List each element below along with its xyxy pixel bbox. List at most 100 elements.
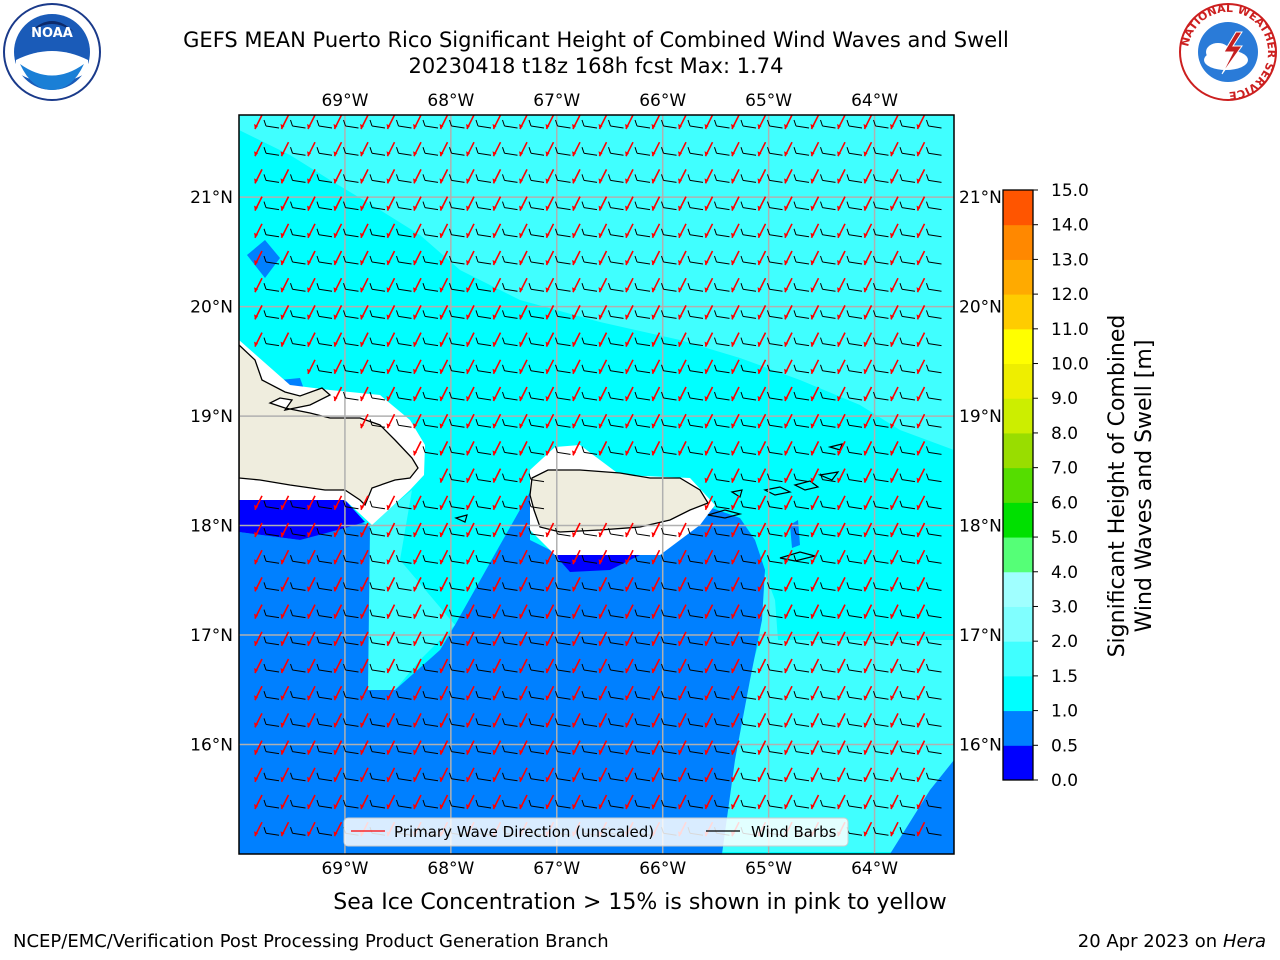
wind-barb bbox=[901, 615, 916, 619]
wind-barb-flag bbox=[396, 147, 399, 154]
wave-arrowhead bbox=[307, 831, 311, 837]
wind-barb bbox=[928, 533, 942, 537]
wind-barb-flag bbox=[873, 310, 876, 317]
wind-barb bbox=[689, 533, 704, 537]
wind-barb bbox=[848, 832, 863, 836]
wave-arrowhead bbox=[413, 232, 417, 238]
wave-arrowhead bbox=[810, 423, 815, 429]
wind-barb-flag bbox=[846, 391, 850, 399]
wind-barb bbox=[822, 152, 836, 156]
wind-barb bbox=[451, 751, 465, 755]
wave-arrowhead bbox=[307, 668, 311, 673]
wave-arrowhead bbox=[678, 232, 682, 238]
wind-barb-flag bbox=[714, 446, 717, 453]
wind-barb bbox=[742, 234, 757, 238]
colorbar-segment bbox=[1003, 745, 1033, 781]
wave-arrowhead bbox=[466, 532, 470, 537]
wave-arrowhead bbox=[386, 749, 391, 755]
wind-barb-flag bbox=[528, 799, 532, 807]
wind-barb bbox=[424, 533, 439, 537]
wave-arrowhead bbox=[890, 368, 894, 374]
wave-arrowhead bbox=[784, 776, 788, 782]
wind-barb-flag bbox=[263, 555, 267, 562]
wind-barb bbox=[530, 397, 545, 401]
wind-barb-flag bbox=[528, 718, 532, 725]
wave-arrowhead bbox=[784, 232, 788, 238]
wave-arrowhead bbox=[784, 668, 788, 673]
wave-arrowhead bbox=[757, 423, 762, 429]
wind-barb bbox=[901, 207, 916, 211]
wind-barb bbox=[663, 751, 677, 755]
map-area[interactable] bbox=[239, 115, 954, 854]
wind-barb bbox=[901, 751, 916, 755]
wind-barb-flag bbox=[873, 174, 876, 181]
wave-arrowhead bbox=[731, 804, 735, 809]
wind-barb-flag bbox=[714, 745, 717, 752]
wind-barb bbox=[822, 234, 836, 238]
wave-arrowhead bbox=[784, 477, 788, 483]
wind-barb bbox=[265, 832, 280, 836]
wind-barb bbox=[530, 370, 545, 374]
map-legend: Primary Wave Direction (unscaled) Wind B… bbox=[343, 817, 849, 847]
wave-arrowhead bbox=[545, 368, 550, 374]
wave-arrowhead bbox=[519, 232, 523, 238]
wave-arrowhead bbox=[492, 368, 497, 374]
wind-barb-flag bbox=[926, 473, 929, 480]
wind-barb-flag bbox=[343, 609, 346, 616]
wind-barb-flag bbox=[820, 609, 823, 616]
wind-barb bbox=[610, 587, 624, 591]
wind-barb-flag bbox=[555, 691, 558, 698]
wind-barb-flag bbox=[422, 691, 426, 698]
graticule bbox=[239, 115, 954, 854]
wave-arrowhead bbox=[916, 559, 921, 565]
wind-barb-flag bbox=[873, 391, 876, 399]
lat-tick-right: 19°N bbox=[959, 407, 1002, 427]
wind-barb bbox=[663, 234, 677, 238]
wave-arrowhead bbox=[890, 477, 894, 483]
wind-barb-flag bbox=[528, 119, 532, 127]
wind-barb-flag bbox=[343, 527, 346, 535]
wave-arrowhead bbox=[254, 341, 258, 347]
wave-arrowhead bbox=[625, 804, 629, 809]
wind-barb-flag bbox=[343, 174, 346, 181]
wind-barb-flag bbox=[581, 228, 585, 235]
wave-arrowhead bbox=[863, 341, 868, 347]
wave-arrowhead bbox=[413, 640, 417, 646]
wind-barb-flag bbox=[263, 527, 267, 535]
wind-barb-flag bbox=[263, 500, 267, 507]
wind-barb bbox=[451, 125, 465, 129]
wind-barb bbox=[610, 615, 624, 619]
wind-barb-flag bbox=[502, 228, 505, 235]
wave-arrowhead bbox=[545, 722, 550, 728]
wind-barb bbox=[822, 723, 836, 727]
wind-barb-flag bbox=[449, 582, 452, 589]
wind-barb bbox=[901, 723, 916, 727]
wave-arrowhead bbox=[280, 314, 285, 320]
wind-barb-flag bbox=[767, 119, 770, 127]
wind-barb bbox=[398, 696, 412, 700]
wind-barb bbox=[769, 805, 783, 809]
wave-arrowhead bbox=[519, 314, 523, 320]
wave-arrowhead bbox=[704, 205, 709, 211]
sea-ice-note: Sea Ice Concentration > 15% is shown in … bbox=[333, 890, 947, 915]
ocean-region-1.5-2.0-north bbox=[239, 115, 954, 450]
wind-barb bbox=[318, 234, 333, 238]
wind-barb bbox=[265, 179, 280, 183]
wind-barb bbox=[795, 615, 810, 619]
wave-arrowhead bbox=[333, 205, 338, 211]
wind-barb bbox=[769, 288, 783, 292]
wind-barb bbox=[371, 669, 386, 673]
wind-barb bbox=[451, 642, 465, 646]
wind-barb bbox=[477, 424, 492, 428]
wind-barb bbox=[901, 696, 916, 700]
wave-arrowhead bbox=[439, 749, 444, 755]
wave-arrowhead bbox=[810, 450, 815, 456]
wind-barb bbox=[663, 451, 677, 455]
wind-barb-flag bbox=[608, 609, 611, 616]
wind-barb-flag bbox=[634, 419, 638, 426]
wind-barb-flag bbox=[396, 419, 399, 426]
wave-arrowhead bbox=[651, 532, 656, 537]
wind-barb bbox=[875, 125, 889, 129]
colorbar-segment bbox=[1003, 675, 1033, 712]
wave-arrowhead bbox=[307, 749, 311, 755]
